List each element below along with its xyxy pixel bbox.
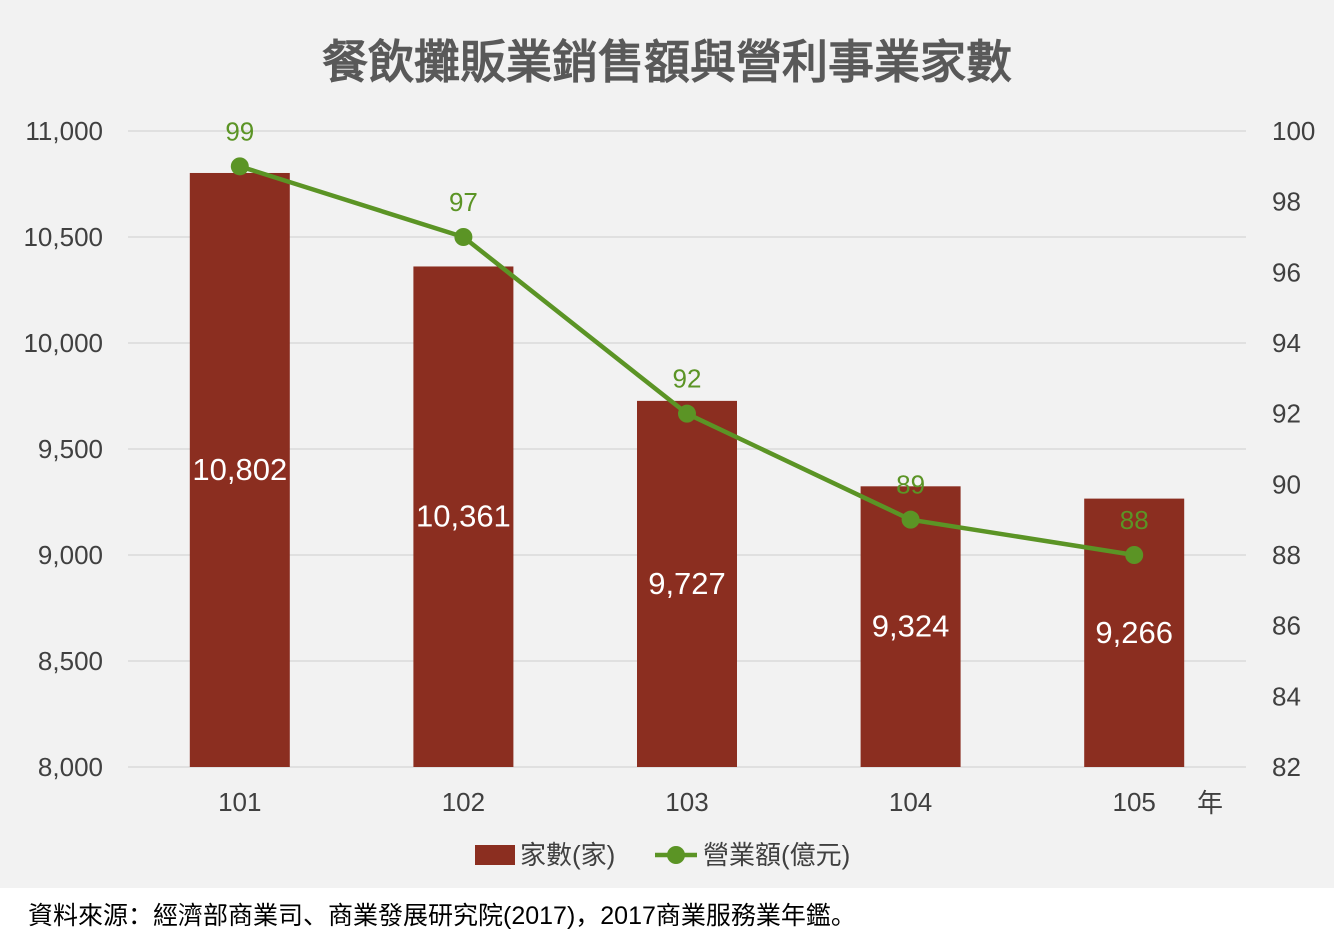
x-tick-label: 105 [1113,787,1156,817]
x-axis: 101 102 103 104 105 [218,787,1156,817]
left-y-tick-label: 8,500 [38,646,103,676]
bar-value-label: 9,266 [1095,615,1173,650]
right-y-tick-label: 86 [1272,611,1301,641]
bar-value-label: 9,727 [648,566,726,601]
bar-value-label: 10,802 [192,452,287,487]
x-tick-label: 102 [442,787,485,817]
right-y-tick-label: 94 [1272,328,1301,358]
right-y-tick-label: 82 [1272,752,1301,782]
legend: 家數(家) 營業額(億元) [475,840,850,870]
legend-label: 營業額(億元) [703,840,850,870]
right-y-tick-label: 96 [1272,257,1301,287]
bar [413,266,514,767]
line-point [230,157,249,176]
left-y-tick-label: 10,500 [23,222,103,252]
right-y-tick-label: 98 [1272,187,1301,217]
bar [637,400,737,767]
chart-area: 餐飲攤販業銷售額與營利事業家數 8,000 8,500 9,000 9,500 10,0… [0,0,1334,888]
right-y-tick-label: 88 [1272,540,1301,570]
x-tick-label: 101 [218,787,261,817]
line-point [454,228,473,246]
bar [189,172,290,767]
line-value-label: 99 [225,116,254,146]
line-value-label: 89 [896,470,925,500]
bar [1084,498,1185,767]
right-y-tick-label: 84 [1272,681,1301,711]
left-y-tick-label: 10,000 [23,328,103,358]
line-value-labels: 99 97 92 89 88 [225,116,1148,535]
x-tick-label: 104 [889,787,932,817]
combo-chart: 餐飲攤販業銷售額與營利事業家數 8,000 8,500 9,000 9,500 10,0… [23,36,1315,870]
right-y-tick-label: 92 [1272,399,1301,429]
line-series [230,157,1144,564]
left-y-tick-label: 9,000 [38,540,103,570]
bar-value-label: 9,324 [872,609,950,644]
x-tick-label: 103 [665,787,708,817]
line-value-label: 97 [449,187,478,217]
line-point [901,510,920,529]
x-axis-unit-label: 年 [1197,788,1223,818]
left-y-tick-label: 9,500 [38,434,103,464]
chart-title: 餐飲攤販業銷售額與營利事業家數 [322,36,1012,88]
left-y-tick-label: 11,000 [25,116,103,146]
left-y-axis: 8,000 8,500 9,000 9,500 10,000 10,500 11,000 [23,116,103,782]
legend-swatch-marker [667,846,685,864]
legend-label: 家數(家) [520,840,615,870]
bar-value-labels: 10,802 10,361 9,727 9,324 9,266 [192,452,1173,650]
right-y-tick-label: 100 [1272,116,1315,146]
line-value-label: 88 [1120,505,1149,535]
right-y-axis: 82 84 86 88 90 92 94 96 98 100 [1272,116,1315,782]
source-note: 資料來源：經濟部商業司、商業發展研究院(2017)，2017商業服務業年鑑。 [28,902,856,930]
bar [860,486,961,767]
line-value-label: 92 [673,364,702,394]
left-y-tick-label: 8,000 [38,752,103,782]
bar-series [189,172,1185,767]
legend-swatch-bar [475,845,515,865]
line-point [678,404,696,423]
bar-value-label: 10,361 [416,499,511,534]
line-point [1125,546,1144,564]
right-y-tick-label: 90 [1272,469,1301,499]
